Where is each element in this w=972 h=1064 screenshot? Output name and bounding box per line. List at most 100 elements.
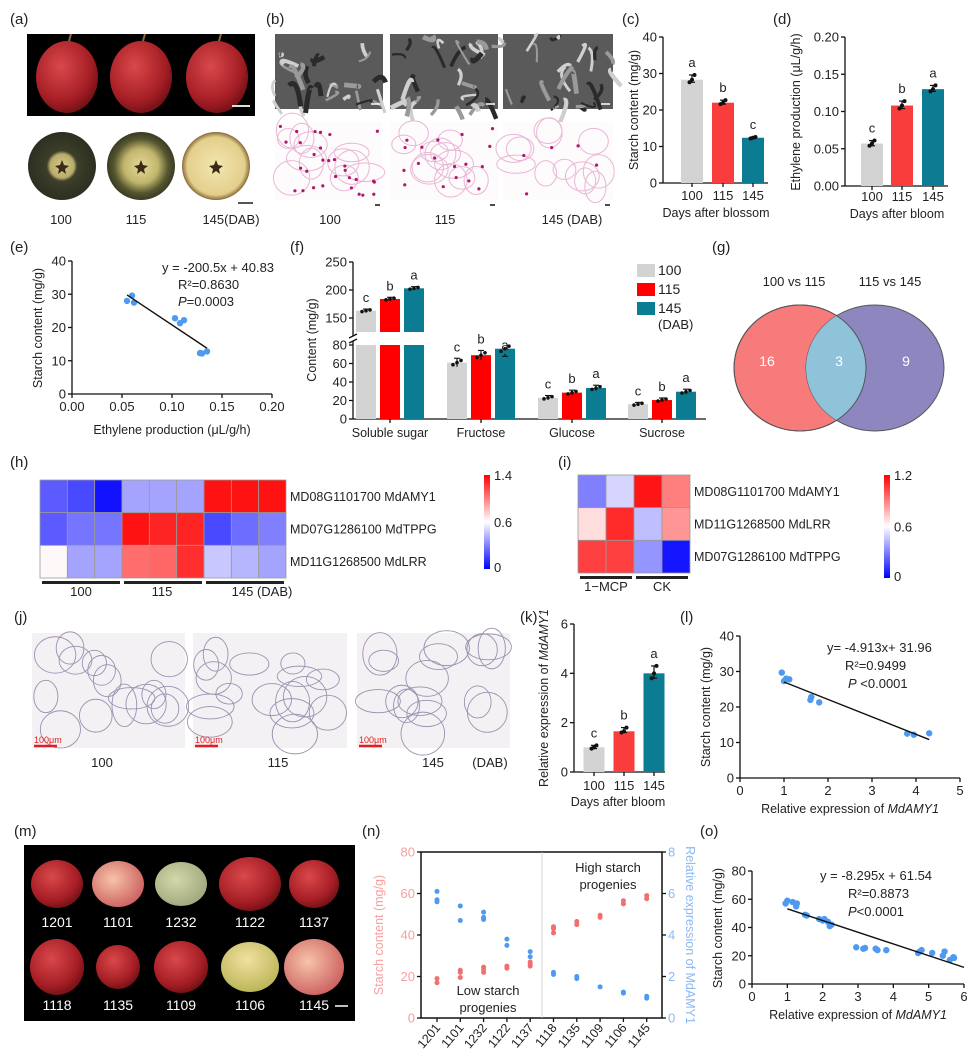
y-axis-label: Starch content (mg/g)	[699, 647, 713, 767]
x-tick-label: 1101	[439, 1021, 467, 1051]
bar	[471, 355, 491, 419]
data-point	[652, 671, 656, 676]
x-tick-label: 115	[892, 189, 913, 204]
expression-point	[504, 936, 510, 942]
scale-bar-label: 100μm	[195, 735, 223, 745]
x-tick-label: 145	[742, 188, 764, 203]
heatmap-cell	[230, 544, 260, 579]
apple-core-icon	[134, 160, 148, 174]
data-point	[416, 285, 420, 290]
axis-break-mark	[348, 338, 358, 344]
data-point	[883, 946, 890, 954]
colorbar-label: 0	[494, 560, 501, 575]
stage-label: 115	[435, 212, 456, 227]
y-tick-label: 20	[720, 700, 734, 715]
stage-label: 145 (DAB)	[542, 212, 603, 227]
label-italic: MdAMY1	[537, 609, 551, 660]
x-axis-label: Relative expression of MdAMY1	[769, 1008, 947, 1022]
bar	[643, 673, 665, 772]
data-point	[566, 392, 570, 396]
data-point	[507, 344, 511, 348]
data-point	[874, 946, 881, 954]
group-bar	[206, 581, 284, 584]
sem-image	[389, 34, 499, 122]
x-tick-label: 0.20	[259, 399, 284, 414]
progeny-label: 1232	[165, 914, 196, 930]
label-text: Ethylene production (μL/g/h)	[789, 33, 803, 190]
data-point	[684, 389, 688, 394]
data-point	[636, 402, 640, 407]
bar	[742, 137, 764, 183]
heatmap-cell	[203, 512, 232, 546]
starch-point	[434, 980, 440, 986]
y-tick-label: 20	[732, 948, 746, 963]
heatmap-cell	[605, 539, 635, 574]
data-point	[368, 308, 372, 312]
venn-label-left: 100 vs 115	[763, 274, 826, 289]
data-point	[902, 99, 907, 104]
annotation: High starch	[575, 860, 641, 875]
significance-letter: c	[454, 339, 461, 354]
starch-point	[574, 919, 580, 925]
label-text: Ethylene production (μL/g/h)	[93, 423, 250, 437]
scale-bar-label: 100μm	[34, 735, 62, 745]
y-tick-label: 40	[643, 30, 657, 45]
scale-bar-label: 100μm	[359, 735, 387, 745]
data-point	[656, 399, 660, 403]
x-tick-label: 1	[784, 989, 791, 1004]
sem-image	[491, 32, 623, 125]
y-tick-label: 0	[408, 1011, 415, 1026]
data-point	[853, 944, 860, 951]
y2-tick-label: 8	[668, 845, 675, 860]
expression-point	[434, 897, 440, 903]
x-axis-label: Relative expression of MdAMY1	[761, 802, 939, 816]
x-tick-label: 100	[583, 778, 605, 793]
panel-label-a: (a)	[10, 11, 28, 28]
x-tick-label: Sucrose	[639, 426, 685, 440]
p-label: P	[178, 294, 187, 309]
data-point	[459, 358, 463, 363]
colorbar-label: 1.4	[494, 468, 512, 483]
progeny-label: 1122	[235, 914, 265, 930]
progeny-label: 1145	[299, 997, 329, 1013]
venn-count-left: 16	[759, 353, 775, 369]
bar	[356, 310, 376, 332]
gene-label: MD11G1268500 MdLRR	[290, 555, 427, 569]
significance-letter: c	[363, 290, 370, 305]
stage-label: 115	[126, 212, 147, 227]
bar	[613, 731, 635, 772]
group-label: 1−MCP	[584, 579, 628, 594]
significance-letter: b	[386, 278, 393, 293]
apple-stem	[68, 33, 72, 42]
panel-label-i: (i)	[558, 454, 571, 471]
expression-point	[434, 888, 440, 894]
heatmap-cell	[577, 474, 607, 509]
panel-label-o: (o)	[700, 823, 718, 840]
micrograph-image	[186, 633, 347, 755]
y-tick-label: 0	[561, 765, 568, 780]
data-point	[808, 693, 815, 701]
heatmap-cell	[258, 479, 287, 514]
heatmap-cell	[633, 539, 663, 574]
starch-point	[504, 963, 510, 969]
x-tick-label: 1232	[461, 1021, 490, 1051]
stage-label: 145(DAB)	[202, 212, 259, 227]
heatmap-cell	[39, 544, 68, 579]
bar	[676, 391, 696, 419]
data-point	[550, 394, 554, 399]
apple-stem	[142, 33, 146, 42]
y-tick-label: 60	[401, 886, 415, 901]
data-point	[479, 353, 483, 357]
histology-image	[390, 120, 498, 200]
y-tick-label: 10	[720, 735, 734, 750]
group-label: CK	[653, 579, 671, 594]
data-point	[590, 387, 594, 392]
data-point	[503, 346, 507, 351]
bar	[404, 288, 424, 332]
expression-point	[527, 954, 533, 960]
significance-letter: c	[750, 117, 757, 132]
label-text: Relative expression of	[537, 660, 551, 786]
x-tick-label: 5	[925, 989, 932, 1004]
data-point	[723, 98, 728, 103]
